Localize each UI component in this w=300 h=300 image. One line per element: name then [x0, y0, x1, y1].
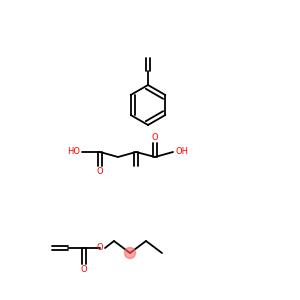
Text: O: O [152, 133, 158, 142]
Text: HO: HO [67, 148, 80, 157]
Text: O: O [97, 242, 103, 251]
Text: O: O [81, 266, 87, 274]
Text: OH: OH [175, 148, 188, 157]
Circle shape [124, 248, 136, 259]
Text: O: O [97, 167, 103, 176]
